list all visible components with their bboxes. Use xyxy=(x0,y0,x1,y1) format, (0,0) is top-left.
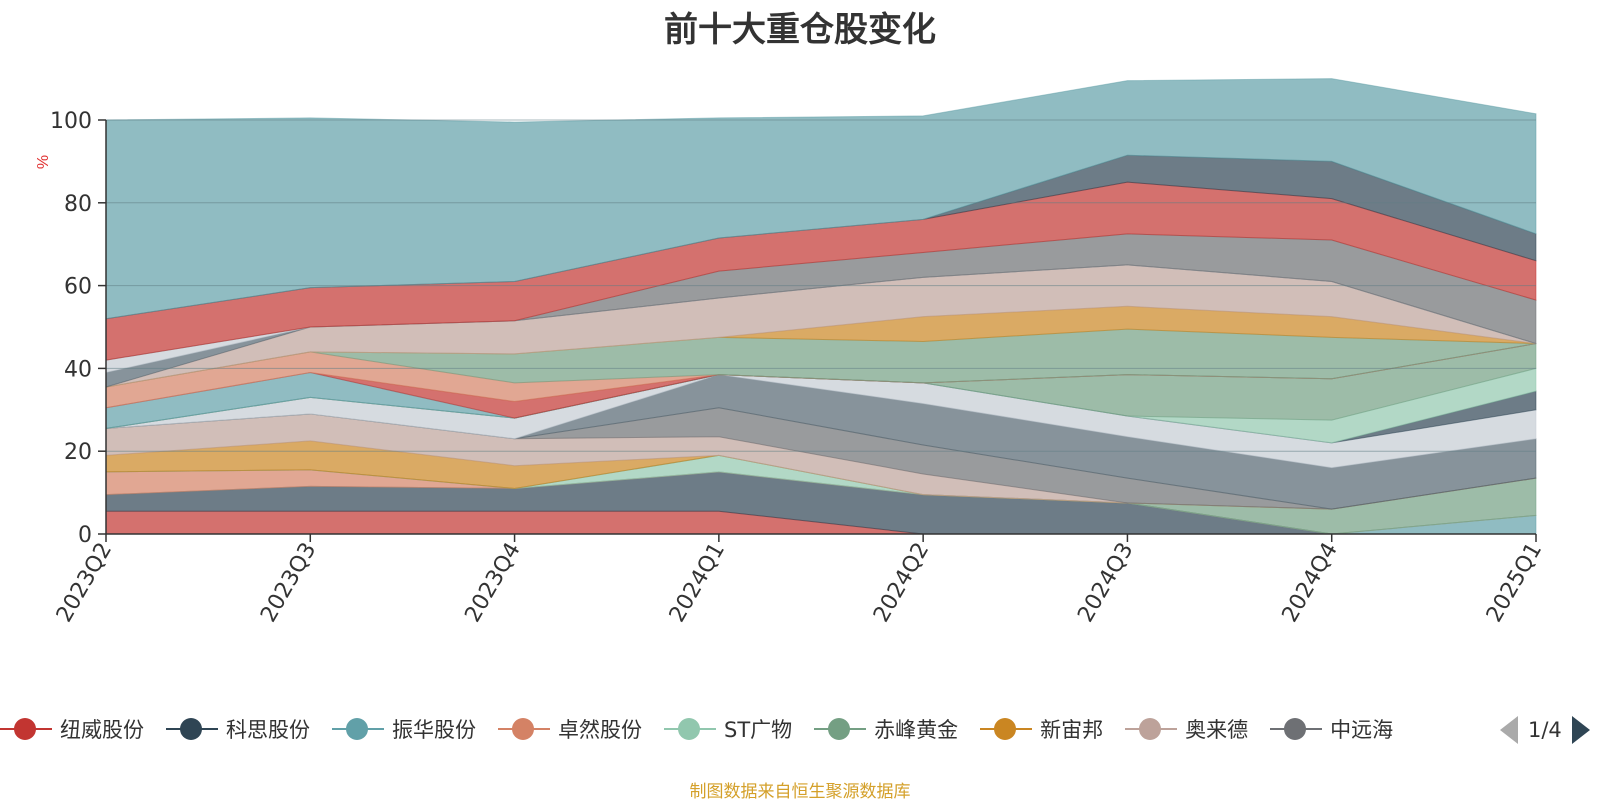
y-tick-label: 100 xyxy=(50,109,92,134)
legend-marker-icon xyxy=(1125,717,1178,741)
legend-marker-icon xyxy=(664,717,716,741)
y-axis-label: % xyxy=(35,155,52,169)
legend-label: 科思股份 xyxy=(226,718,310,742)
legend-label: 赤峰黄金 xyxy=(874,718,959,742)
grid-lines xyxy=(106,119,1536,452)
legend-label: 纽威股份 xyxy=(60,718,144,742)
x-tick-label: 2023Q3 xyxy=(256,539,321,627)
legend-label: 振华股份 xyxy=(392,718,476,742)
y-tick-label: 20 xyxy=(64,440,92,465)
y-tick-label: 80 xyxy=(64,192,92,217)
chart-title: 前十大重仓股变化 xyxy=(664,10,936,50)
legend-item[interactable]: 科思股份 xyxy=(166,714,310,744)
x-tick-label: 2024Q2 xyxy=(869,539,934,627)
y-tick-label: 0 xyxy=(78,523,92,548)
x-tick-label: 2024Q4 xyxy=(1278,539,1343,627)
x-tick-label: 2023Q2 xyxy=(52,539,117,627)
legend-label: 奥来德 xyxy=(1185,718,1249,742)
x-tick-label: 2025Q1 xyxy=(1482,539,1547,627)
legend-label: 新宙邦 xyxy=(1040,718,1104,742)
x-tick-label: 2023Q4 xyxy=(460,539,525,627)
legend: 纽威股份 科思股份 振华股份 卓然股份 ST广物 赤峰黄金 新宙邦 奥来德 中远海 xyxy=(0,712,1415,746)
legend-marker-icon xyxy=(1270,717,1323,741)
x-tick-label: 2024Q1 xyxy=(665,539,730,627)
stacked-area-chart: 0 20 40 60 80 100 2023Q2 2023Q3 2023Q4 2024Q1 2024… xyxy=(35,78,1547,627)
legend-page-indicator: 1/4 xyxy=(1528,718,1562,742)
area-layer xyxy=(105,78,1537,535)
legend-label: 中远海 xyxy=(1330,718,1394,742)
legend-marker-icon xyxy=(980,717,1033,741)
previous-page-icon[interactable] xyxy=(1500,716,1518,744)
legend-marker-icon xyxy=(332,717,384,741)
legend-marker-icon xyxy=(166,717,218,741)
y-tick-label: 40 xyxy=(64,357,92,382)
y-tick-label: 60 xyxy=(64,275,92,300)
next-page-icon[interactable] xyxy=(1571,716,1590,744)
source-note: 制图数据来自恒生聚源数据库 xyxy=(689,782,911,802)
legend-marker-icon xyxy=(0,717,52,741)
legend-item[interactable]: 赤峰黄金 xyxy=(814,714,958,744)
legend-item[interactable]: 新宙邦 xyxy=(980,714,1103,744)
legend-item[interactable]: ST广物 xyxy=(664,714,792,744)
area-series-26 xyxy=(105,78,1537,320)
legend-item[interactable]: 纽威股份 xyxy=(0,714,144,744)
legend-item[interactable]: 卓然股份 xyxy=(498,714,642,744)
legend-label: 卓然股份 xyxy=(558,718,642,742)
legend-item[interactable]: 振华股份 xyxy=(332,714,476,744)
legend-pager: 1/4 xyxy=(1500,716,1590,744)
legend-label: ST广物 xyxy=(724,718,793,742)
legend-item[interactable]: 中远海 xyxy=(1270,714,1393,744)
x-tick-label: 2024Q3 xyxy=(1073,539,1138,627)
legend-item[interactable]: 奥来德 xyxy=(1125,714,1248,744)
legend-marker-icon xyxy=(814,717,867,741)
legend-marker-icon xyxy=(498,717,550,741)
